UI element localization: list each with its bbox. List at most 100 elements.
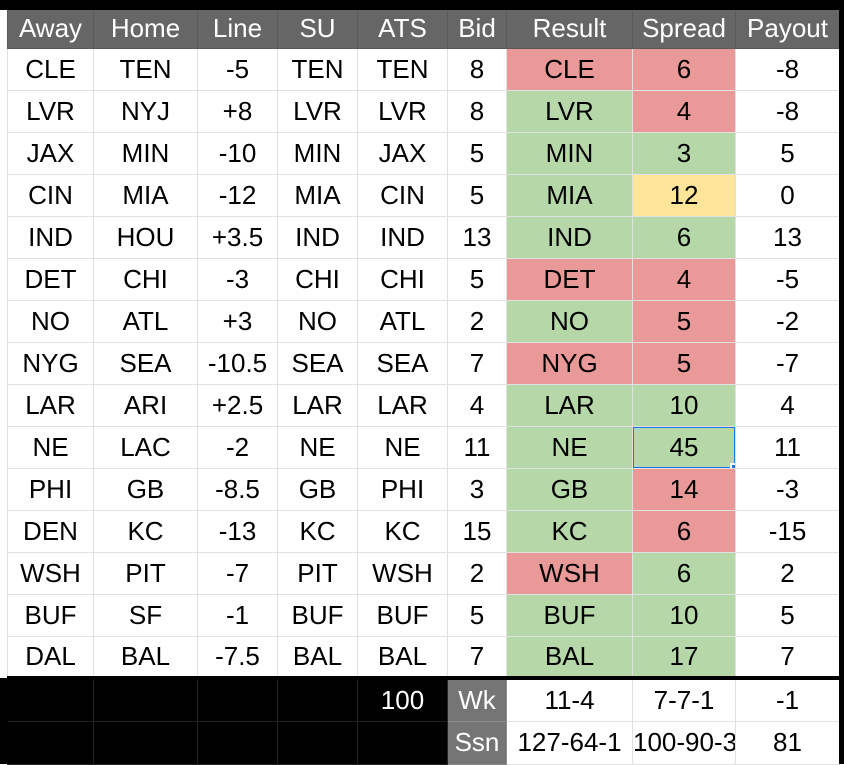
cell-home[interactable]: SEA	[93, 341, 198, 385]
cell-result[interactable]: NO	[506, 299, 633, 343]
cell-line[interactable]: +2.5	[197, 383, 278, 427]
cell-payout[interactable]: 5	[735, 131, 840, 175]
cell-away[interactable]: LVR	[7, 89, 94, 133]
cell-home[interactable]: HOU	[93, 215, 198, 259]
cell-su[interactable]: PIT	[277, 551, 358, 595]
cell-ats[interactable]: KC	[357, 509, 448, 553]
cell-su[interactable]: GB	[277, 467, 358, 511]
cell-bid[interactable]: 4	[447, 383, 507, 427]
footer-label-season[interactable]: Ssn	[447, 720, 507, 765]
header-cell-line[interactable]: Line	[197, 10, 278, 49]
cell-bid[interactable]: 13	[447, 215, 507, 259]
cell-payout[interactable]: 11	[735, 425, 840, 469]
cell-spread[interactable]: 4	[632, 89, 736, 133]
cell-away[interactable]: LAR	[7, 383, 94, 427]
cell-away[interactable]: JAX	[7, 131, 94, 175]
cell-ats[interactable]: ATL	[357, 299, 448, 343]
header-cell-spread[interactable]: Spread	[632, 10, 736, 49]
cell-ats[interactable]: PHI	[357, 467, 448, 511]
cell-payout[interactable]: 0	[735, 173, 840, 217]
cell-home[interactable]: ARI	[93, 383, 198, 427]
cell-away[interactable]: NE	[7, 425, 94, 469]
cell-result[interactable]: CLE	[506, 47, 633, 91]
cell-bid[interactable]: 2	[447, 299, 507, 343]
cell-ats[interactable]: TEN	[357, 47, 448, 91]
cell-result[interactable]: KC	[506, 509, 633, 553]
cell-line[interactable]: +3.5	[197, 215, 278, 259]
cell-away[interactable]: CIN	[7, 173, 94, 217]
footer-season-payout[interactable]: 81	[735, 720, 840, 765]
cell-away[interactable]: IND	[7, 215, 94, 259]
cell-ats[interactable]: LVR	[357, 89, 448, 133]
cell-line[interactable]: +8	[197, 89, 278, 133]
footer-week-payout[interactable]: -1	[735, 676, 840, 722]
cell-result[interactable]: BAL	[506, 635, 633, 679]
cell-home[interactable]: SF	[93, 593, 198, 637]
cell-home[interactable]: BAL	[93, 635, 198, 679]
cell-ats[interactable]: JAX	[357, 131, 448, 175]
cell-line[interactable]: -5	[197, 47, 278, 91]
cell-spread[interactable]: 10	[632, 383, 736, 427]
cell-ats[interactable]: CIN	[357, 173, 448, 217]
cell-away[interactable]: WSH	[7, 551, 94, 595]
footer-week-result[interactable]: 11-4	[506, 676, 633, 722]
cell-result[interactable]: LVR	[506, 89, 633, 133]
cell-bid[interactable]: 8	[447, 89, 507, 133]
header-cell-bid[interactable]: Bid	[447, 10, 507, 49]
cell-su[interactable]: IND	[277, 215, 358, 259]
cell-payout[interactable]: 2	[735, 551, 840, 595]
cell-home[interactable]: GB	[93, 467, 198, 511]
cell-su[interactable]: MIA	[277, 173, 358, 217]
cell-line[interactable]: -13	[197, 509, 278, 553]
cell-spread[interactable]: 6	[632, 509, 736, 553]
cell-result[interactable]: MIN	[506, 131, 633, 175]
cell-ats[interactable]: BUF	[357, 593, 448, 637]
cell-home[interactable]: ATL	[93, 299, 198, 343]
cell-result[interactable]: WSH	[506, 551, 633, 595]
cell-result[interactable]: LAR	[506, 383, 633, 427]
cell-payout[interactable]: -5	[735, 257, 840, 301]
cell-line[interactable]: -10	[197, 131, 278, 175]
header-cell-result[interactable]: Result	[506, 10, 633, 49]
cell-spread[interactable]: 4	[632, 257, 736, 301]
cell-result[interactable]: GB	[506, 467, 633, 511]
header-cell-away[interactable]: Away	[7, 10, 94, 49]
header-cell-ats[interactable]: ATS	[357, 10, 448, 49]
cell-result[interactable]: MIA	[506, 173, 633, 217]
cell-away[interactable]: DAL	[7, 635, 94, 679]
cell-line[interactable]: +3	[197, 299, 278, 343]
cell-bid[interactable]: 2	[447, 551, 507, 595]
cell-bid[interactable]: 5	[447, 257, 507, 301]
cell-home[interactable]: MIA	[93, 173, 198, 217]
cell-su[interactable]: NO	[277, 299, 358, 343]
cell-ats[interactable]: CHI	[357, 257, 448, 301]
cell-result[interactable]: NYG	[506, 341, 633, 385]
cell-ats[interactable]: WSH	[357, 551, 448, 595]
cell-payout[interactable]: 5	[735, 593, 840, 637]
cell-line[interactable]: -3	[197, 257, 278, 301]
cell-ats[interactable]: BAL	[357, 635, 448, 679]
cell-payout[interactable]: -8	[735, 89, 840, 133]
cell-payout[interactable]: 4	[735, 383, 840, 427]
cell-line[interactable]: -2	[197, 425, 278, 469]
cell-payout[interactable]: 13	[735, 215, 840, 259]
header-cell-su[interactable]: SU	[277, 10, 358, 49]
cell-payout[interactable]: -15	[735, 509, 840, 553]
cell-away[interactable]: DET	[7, 257, 94, 301]
cell-bid[interactable]: 7	[447, 635, 507, 679]
cell-su[interactable]: BUF	[277, 593, 358, 637]
cell-ats[interactable]: LAR	[357, 383, 448, 427]
cell-su[interactable]: MIN	[277, 131, 358, 175]
cell-su[interactable]: TEN	[277, 47, 358, 91]
cell-line[interactable]: -10.5	[197, 341, 278, 385]
cell-spread[interactable]: 17	[632, 635, 736, 679]
cell-bid[interactable]: 5	[447, 593, 507, 637]
cell-bid[interactable]: 7	[447, 341, 507, 385]
cell-line[interactable]: -7	[197, 551, 278, 595]
cell-home[interactable]: NYJ	[93, 89, 198, 133]
cell-result[interactable]: NE	[506, 425, 633, 469]
cell-bid[interactable]: 5	[447, 131, 507, 175]
cell-home[interactable]: MIN	[93, 131, 198, 175]
cell-bid[interactable]: 3	[447, 467, 507, 511]
cell-ats[interactable]: IND	[357, 215, 448, 259]
